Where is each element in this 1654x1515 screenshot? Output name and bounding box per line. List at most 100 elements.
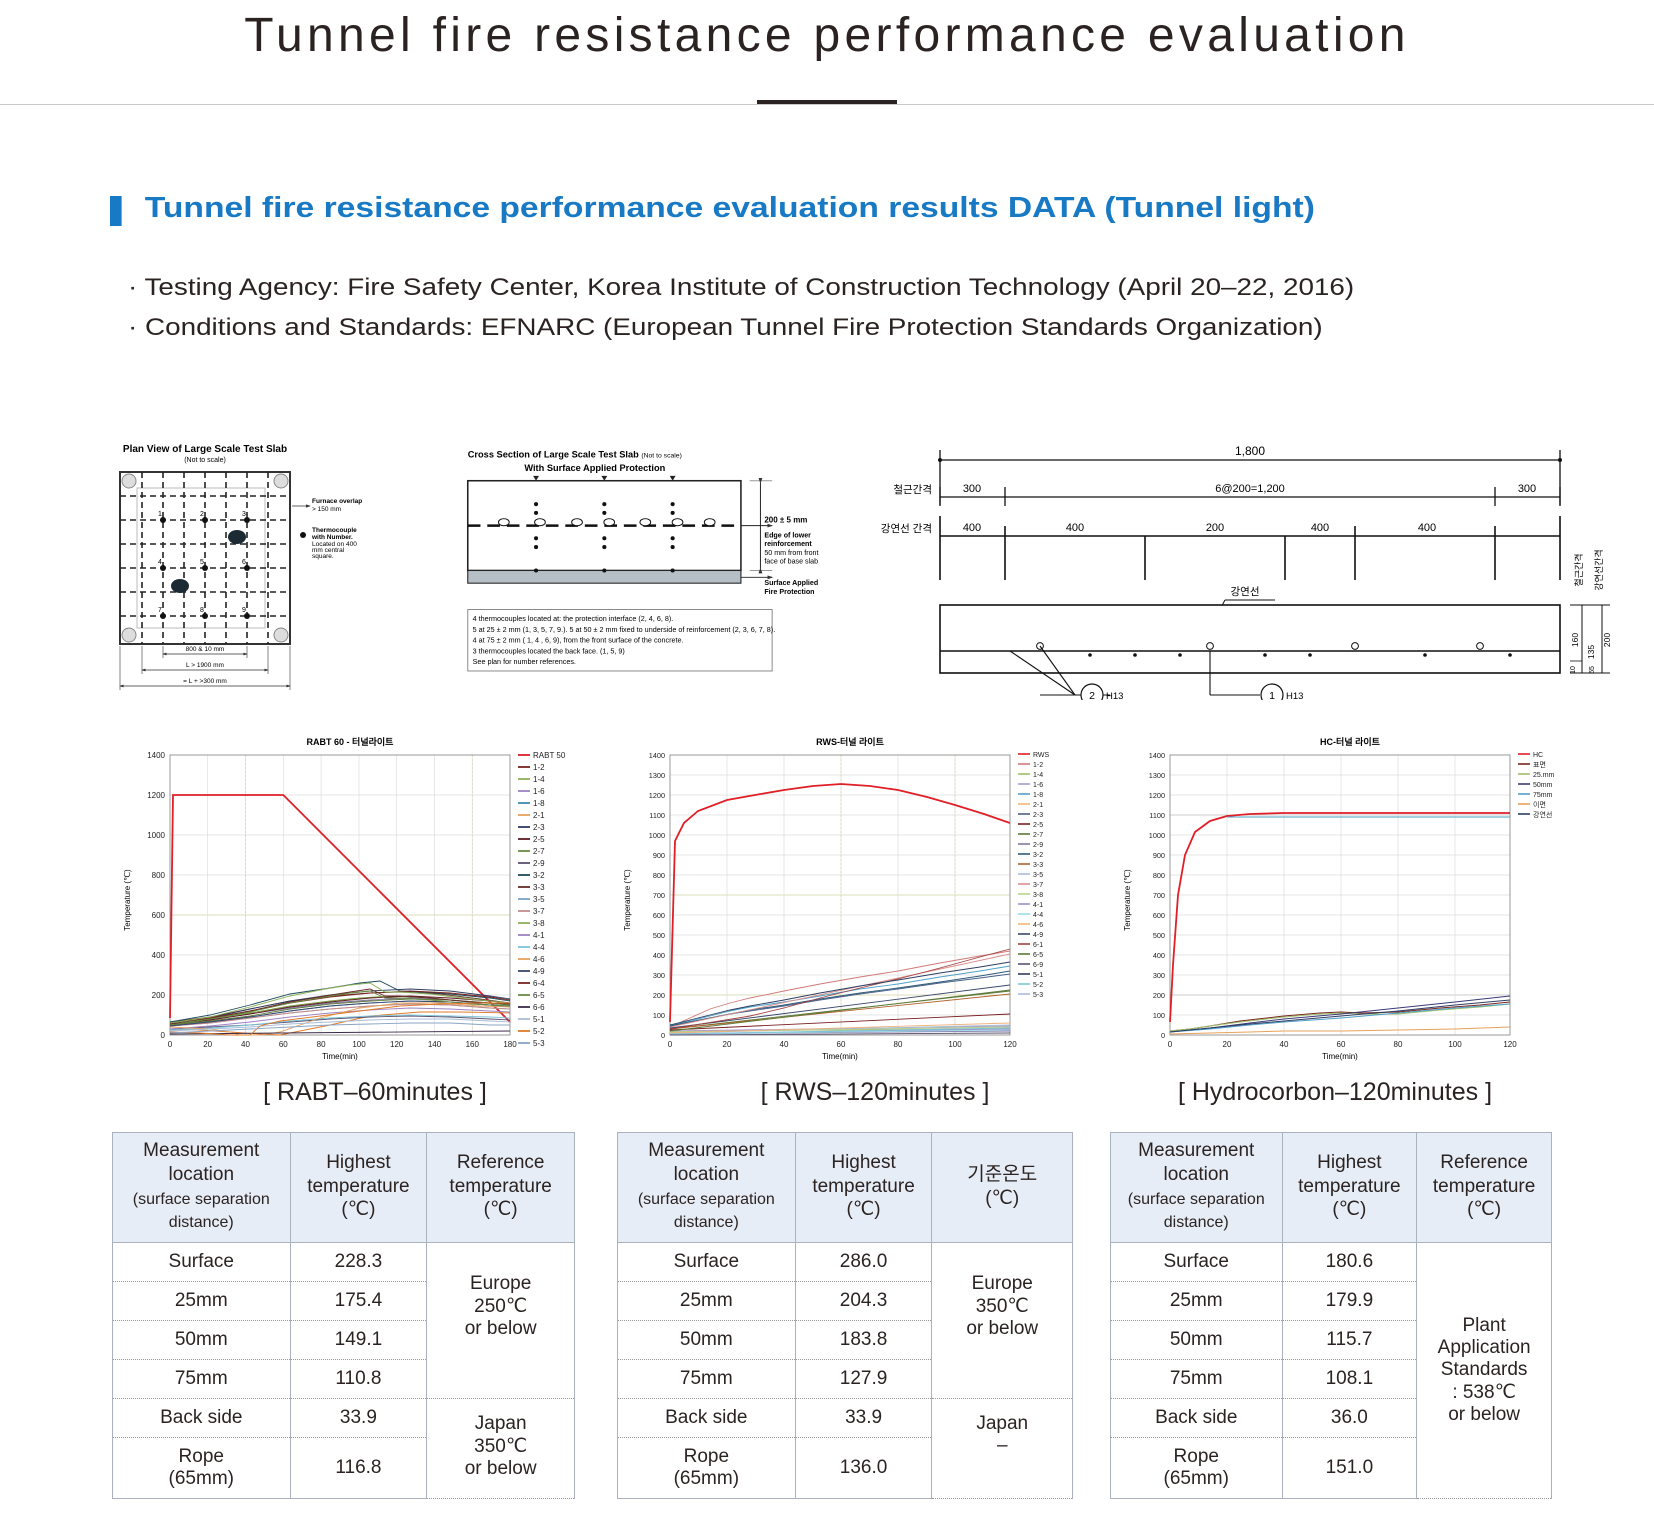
svg-text:1-2: 1-2 — [533, 763, 545, 772]
svg-text:700: 700 — [653, 891, 665, 900]
svg-text:6-6: 6-6 — [533, 1003, 545, 1012]
svg-text:2-3: 2-3 — [1033, 812, 1043, 819]
svg-text:600: 600 — [653, 911, 665, 920]
svg-text:3-8: 3-8 — [1033, 892, 1043, 899]
svg-text:4-4: 4-4 — [1033, 912, 1043, 919]
svg-text:8: 8 — [200, 607, 204, 614]
svg-text:2: 2 — [200, 511, 204, 518]
svg-text:강연선 간격: 강연선 간격 — [881, 522, 932, 535]
svg-text:1200: 1200 — [1149, 791, 1165, 800]
svg-text:1100: 1100 — [649, 811, 665, 820]
svg-text:800: 800 — [1153, 871, 1165, 880]
svg-text:200: 200 — [1206, 522, 1224, 534]
svg-text:400: 400 — [963, 522, 981, 534]
svg-text:> 150 mm: > 150 mm — [312, 506, 341, 513]
svg-text:40: 40 — [1280, 1040, 1289, 1049]
svg-text:50 mm from front: 50 mm from front — [764, 549, 818, 557]
svg-text:1300: 1300 — [1149, 771, 1165, 780]
svg-text:H13: H13 — [1286, 691, 1303, 700]
svg-text:800 & 10 mm: 800 & 10 mm — [186, 646, 225, 653]
svg-text:4 at 75 ± 2 mm ( 1, 4 , 6, 9),: 4 at 75 ± 2 mm ( 1, 4 , 6, 9), from the … — [473, 636, 684, 645]
svg-text:40: 40 — [780, 1040, 789, 1049]
svg-text:Temperature (℃): Temperature (℃) — [623, 869, 632, 931]
svg-text:0: 0 — [661, 1031, 665, 1040]
svg-text:1000: 1000 — [649, 831, 665, 840]
svg-text:800: 800 — [152, 871, 166, 880]
svg-text:(Not to scale): (Not to scale) — [184, 457, 226, 464]
svg-text:100: 100 — [1448, 1040, 1462, 1049]
svg-text:100: 100 — [948, 1040, 962, 1049]
svg-text:200: 200 — [1153, 991, 1165, 1000]
svg-text:20: 20 — [723, 1040, 732, 1049]
svg-text:RABT 50: RABT 50 — [533, 751, 566, 760]
svg-text:75mm: 75mm — [1533, 792, 1553, 799]
svg-text:RWS: RWS — [1033, 752, 1050, 759]
svg-text:400: 400 — [653, 951, 665, 960]
svg-text:3-5: 3-5 — [533, 895, 545, 904]
svg-text:4-4: 4-4 — [533, 943, 545, 952]
svg-text:3-2: 3-2 — [533, 871, 545, 880]
svg-text:4-6: 4-6 — [1033, 922, 1043, 929]
svg-text:200 ± 5 mm: 200 ± 5 mm — [764, 516, 807, 525]
svg-text:with Number.: with Number. — [311, 534, 353, 541]
svg-text:5-3: 5-3 — [533, 1039, 545, 1048]
svg-text:4-1: 4-1 — [1033, 902, 1043, 909]
svg-text:200: 200 — [653, 991, 665, 1000]
svg-text:face of base slab: face of base slab — [764, 558, 818, 566]
svg-text:1400: 1400 — [147, 751, 165, 760]
svg-text:10: 10 — [1570, 666, 1577, 674]
svg-text:6-5: 6-5 — [533, 991, 545, 1000]
svg-text:400: 400 — [1153, 951, 1165, 960]
svg-text:강연선: 강연선 — [1231, 586, 1260, 598]
svg-text:철근간격: 철근간격 — [893, 483, 932, 496]
svg-text:180: 180 — [503, 1040, 517, 1049]
svg-text:400: 400 — [152, 951, 166, 960]
svg-text:120: 120 — [1003, 1040, 1017, 1049]
svg-text:1-4: 1-4 — [533, 775, 545, 784]
svg-text:6-5: 6-5 — [1033, 952, 1043, 959]
svg-text:2-7: 2-7 — [533, 847, 545, 856]
svg-text:3 thermocouples located the b: 3 thermocouples located the back face. (… — [473, 646, 625, 655]
svg-text:Temperature (℃): Temperature (℃) — [123, 869, 132, 931]
svg-text:HC: HC — [1533, 752, 1543, 759]
svg-text:20: 20 — [203, 1040, 212, 1049]
svg-text:200: 200 — [1602, 633, 1610, 647]
svg-text:3-7: 3-7 — [1033, 882, 1043, 889]
svg-text:Temperature (℃): Temperature (℃) — [1123, 869, 1132, 931]
svg-text:80: 80 — [1394, 1040, 1403, 1049]
svg-text:Cross Section of Large Scale T: Cross Section of Large Scale Test Slab (… — [468, 449, 682, 459]
svg-text:4-6: 4-6 — [533, 955, 545, 964]
svg-text:RABT 60 - 터널라이트: RABT 60 - 터널라이트 — [307, 736, 395, 747]
svg-text:700: 700 — [1153, 891, 1165, 900]
svg-text:2-5: 2-5 — [533, 835, 545, 844]
svg-text:Time(min): Time(min) — [822, 1052, 858, 1061]
svg-text:4: 4 — [158, 559, 162, 566]
svg-text:Time(min): Time(min) — [322, 1052, 358, 1061]
svg-text:400: 400 — [1311, 522, 1329, 534]
svg-text:40: 40 — [241, 1040, 250, 1049]
svg-text:5-2: 5-2 — [1033, 982, 1043, 989]
svg-text:2-1: 2-1 — [1033, 802, 1043, 809]
svg-text:square.: square. — [312, 553, 334, 560]
svg-text:1-6: 1-6 — [1033, 782, 1043, 789]
svg-text:강연선간격: 강연선간격 — [1593, 549, 1604, 590]
svg-text:65: 65 — [1589, 666, 1596, 674]
svg-text:60: 60 — [279, 1040, 288, 1049]
svg-text:500: 500 — [653, 931, 665, 940]
svg-text:철근간격: 철근간격 — [1573, 553, 1584, 586]
svg-text:3-7: 3-7 — [533, 907, 545, 916]
svg-text:2-7: 2-7 — [1033, 832, 1043, 839]
svg-text:20: 20 — [1223, 1040, 1232, 1049]
svg-text:RWS-터널 라이트: RWS-터널 라이트 — [816, 736, 884, 747]
svg-text:120: 120 — [1503, 1040, 1517, 1049]
svg-text:100: 100 — [1153, 1011, 1165, 1020]
svg-text:1200: 1200 — [649, 791, 665, 800]
svg-text:200: 200 — [152, 991, 166, 1000]
svg-text:HC-터널 라이트: HC-터널 라이트 — [1320, 736, 1381, 747]
svg-text:1000: 1000 — [147, 831, 165, 840]
svg-text:4 thermocouples located at: t: 4 thermocouples located at: the protecti… — [473, 614, 674, 623]
svg-text:3-5: 3-5 — [1033, 872, 1043, 879]
svg-text:300: 300 — [1518, 483, 1536, 495]
svg-text:Surface Applied: Surface Applied — [764, 579, 818, 587]
svg-text:1: 1 — [158, 511, 162, 518]
